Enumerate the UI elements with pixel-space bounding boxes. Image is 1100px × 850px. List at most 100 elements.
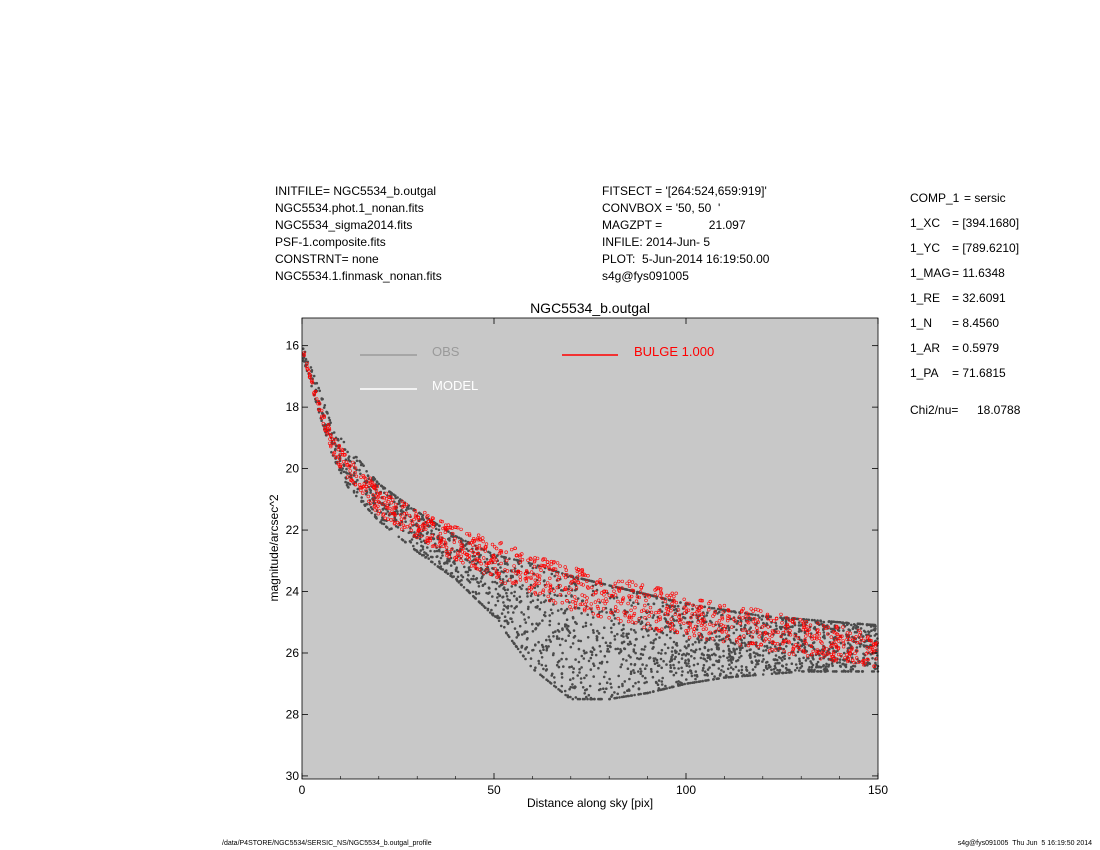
y-tick-label: 18	[286, 400, 300, 414]
obs-point	[850, 623, 853, 627]
bulge-point	[547, 567, 551, 571]
obs-point	[729, 671, 732, 675]
bulge-point	[604, 589, 608, 594]
obs-point	[722, 649, 725, 653]
obs-point	[363, 504, 367, 508]
obs-point	[347, 486, 350, 489]
obs-point	[734, 665, 738, 669]
bulge-point	[400, 499, 404, 504]
bulge-point	[643, 603, 647, 608]
obs-point	[872, 625, 876, 628]
bulge-point	[760, 625, 764, 629]
obs-point	[397, 535, 401, 539]
obs-point	[713, 675, 716, 678]
bulge-point	[529, 557, 533, 561]
obs-point	[651, 675, 655, 679]
obs-point	[595, 635, 599, 639]
obs-point	[675, 644, 679, 647]
bulge-point	[731, 617, 736, 621]
bulge-point	[666, 607, 670, 612]
bulge-point	[684, 606, 688, 610]
obs-point	[301, 347, 305, 351]
obs-point	[650, 670, 653, 673]
bulge-point	[688, 625, 692, 630]
obs-point	[352, 474, 356, 477]
y-tick-label: 30	[286, 769, 300, 783]
obs-point	[731, 658, 735, 661]
obs-point	[721, 664, 724, 668]
obs-point	[749, 652, 752, 656]
obs-point	[545, 649, 548, 652]
bulge-point	[487, 561, 491, 565]
bulge-point	[413, 514, 418, 518]
bulge-point	[425, 536, 429, 540]
obs-point	[755, 631, 759, 635]
obs-point	[660, 610, 664, 613]
obs-point	[699, 656, 703, 660]
bulge-point	[569, 607, 573, 612]
bulge-point	[619, 619, 623, 623]
bulge-point	[400, 527, 404, 531]
bulge-point	[308, 375, 312, 379]
obs-point	[580, 666, 583, 669]
obs-point	[706, 653, 709, 657]
obs-point	[733, 652, 737, 655]
obs-point	[728, 654, 732, 657]
bulge-point	[726, 616, 730, 620]
obs-point	[430, 529, 433, 532]
obs-point	[529, 664, 532, 668]
obs-point	[735, 647, 738, 651]
obs-point	[517, 633, 520, 637]
bulge-point	[492, 554, 496, 559]
obs-point	[612, 623, 616, 626]
obs-point	[410, 538, 414, 541]
obs-point	[471, 590, 475, 594]
bulge-point	[803, 638, 807, 642]
obs-point	[503, 562, 507, 565]
obs-point	[613, 634, 616, 638]
obs-point	[583, 651, 586, 655]
bulge-point	[389, 501, 394, 505]
obs-point	[618, 696, 621, 699]
obs-point	[443, 570, 447, 573]
bulge-point	[657, 608, 661, 613]
obs-point	[712, 678, 715, 681]
obs-point	[662, 659, 665, 663]
bulge-point	[384, 505, 389, 509]
bulge-point	[375, 484, 379, 489]
bulge-point	[845, 652, 849, 657]
bulge-point	[637, 595, 641, 600]
obs-point	[512, 594, 516, 598]
obs-point	[441, 554, 444, 557]
bulge-point	[439, 537, 443, 541]
obs-point	[565, 657, 568, 661]
bulge-point	[328, 437, 332, 441]
obs-point	[529, 657, 533, 660]
bulge-point	[412, 517, 416, 522]
bulge-point	[456, 553, 460, 557]
obs-point	[352, 489, 356, 493]
bulge-point	[485, 561, 489, 565]
obs-point	[659, 652, 663, 655]
obs-point	[697, 639, 701, 642]
obs-point	[653, 662, 657, 666]
bulge-point	[749, 607, 753, 611]
bulge-point	[708, 622, 712, 626]
obs-point	[631, 685, 635, 688]
obs-point	[512, 611, 515, 614]
obs-point	[570, 595, 573, 598]
obs-point	[515, 598, 519, 601]
bulge-point	[648, 605, 653, 610]
bulge-point	[627, 584, 632, 588]
obs-point	[612, 596, 616, 600]
bulge-point	[388, 511, 392, 516]
header-fit-info: FITSECT = '[264:524,659:919]' CONVBOX = '…	[602, 183, 769, 285]
obs-point	[762, 621, 765, 625]
obs-point	[505, 605, 508, 609]
obs-point	[491, 595, 494, 598]
obs-point	[722, 670, 725, 674]
obs-point	[796, 650, 800, 654]
obs-point	[500, 555, 503, 558]
obs-point	[774, 654, 778, 657]
bulge-point	[444, 549, 448, 554]
